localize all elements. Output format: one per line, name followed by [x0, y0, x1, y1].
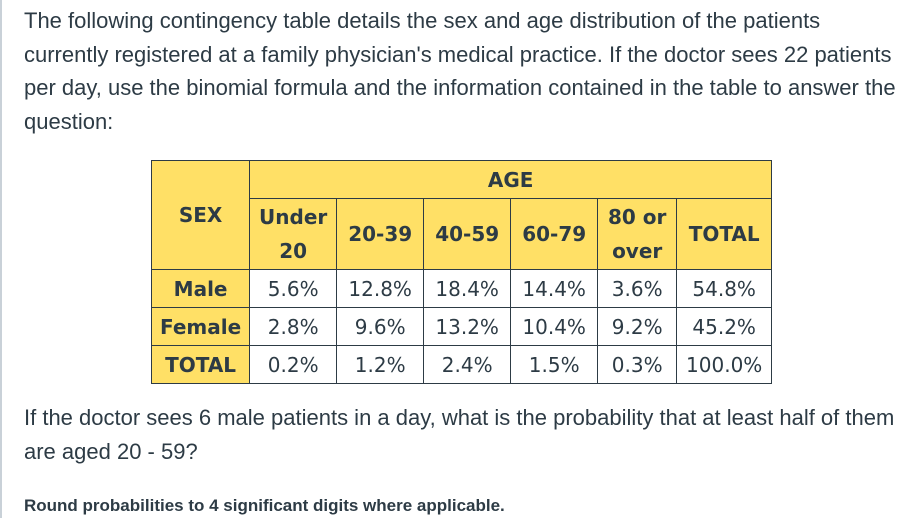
table-cell: 13.2% — [423, 307, 512, 346]
table-cell: 2.8% — [249, 307, 338, 346]
table-cell: 0.3% — [597, 345, 678, 384]
table-row-total: TOTAL 0.2% 1.2% 2.4% 1.5% 0.3% 100.0% — [150, 345, 773, 384]
table-cell: 9.6% — [336, 307, 425, 346]
left-border-rule — [0, 0, 2, 518]
col-header-under-20: Under 20 — [249, 198, 338, 270]
table-cell: 10.4% — [510, 307, 599, 346]
table-cell: 5.6% — [249, 269, 338, 308]
row-label-male: Male — [150, 269, 251, 308]
table-cell: 1.5% — [510, 345, 599, 384]
row-label-female: Female — [150, 307, 251, 346]
table-cell: 54.8% — [676, 269, 773, 308]
table-row-female: Female 2.8% 9.6% 13.2% 10.4% 9.2% 45.2% — [150, 307, 773, 346]
col-header-40-59: 40-59 — [423, 198, 512, 270]
sex-header: SEX — [150, 160, 251, 270]
col-header-20-39: 20-39 — [336, 198, 425, 270]
contingency-table: SEX AGE Under 20 20-39 40-59 60-79 80 or… — [150, 160, 773, 384]
table-cell: 3.6% — [597, 269, 678, 308]
question-text: If the doctor sees 6 male patients in a … — [24, 405, 895, 464]
problem-intro-text: The following contingency table details … — [24, 8, 896, 134]
table-cell: 18.4% — [423, 269, 512, 308]
table-row-male: Male 5.6% 12.8% 18.4% 14.4% 3.6% 54.8% — [150, 269, 773, 308]
table-cell: 1.2% — [336, 345, 425, 384]
table-cell: 9.2% — [597, 307, 678, 346]
table-cell: 2.4% — [423, 345, 512, 384]
age-header: AGE — [249, 160, 773, 199]
table-cell: 100.0% — [676, 345, 773, 384]
table-cell: 0.2% — [249, 345, 338, 384]
row-label-total: TOTAL — [150, 345, 251, 384]
table-cell: 12.8% — [336, 269, 425, 308]
rounding-note: Round probabilities to 4 significant dig… — [24, 496, 505, 515]
table-cell: 14.4% — [510, 269, 599, 308]
col-header-60-79: 60-79 — [510, 198, 599, 270]
table-cell: 45.2% — [676, 307, 773, 346]
col-header-80-or-over: 80 or over — [597, 198, 678, 270]
col-header-total: TOTAL — [676, 198, 773, 270]
